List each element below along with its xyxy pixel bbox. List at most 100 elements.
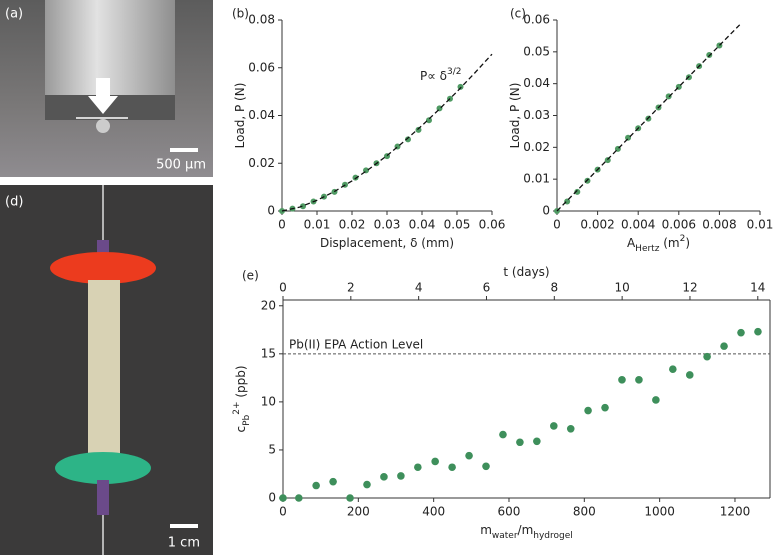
data-point xyxy=(426,117,432,124)
y-tick-label: 0.08 xyxy=(248,13,275,27)
y-axis-title: Load, P (N) xyxy=(508,83,522,149)
fit-line xyxy=(556,24,741,212)
x2-tick-label: 8 xyxy=(550,281,558,295)
panel-label: (a) xyxy=(5,7,23,22)
data-point xyxy=(720,342,728,350)
data-point xyxy=(703,352,711,361)
data-point xyxy=(566,424,575,433)
data-point xyxy=(312,481,320,490)
data-point xyxy=(380,473,388,481)
x-tick-label: 600 xyxy=(498,505,521,519)
data-point xyxy=(414,463,422,472)
panel-label: (d) xyxy=(5,195,23,210)
x-axis-title: Displacement, δ (mm) xyxy=(320,236,454,250)
y-axis-title-part: (ppb) xyxy=(234,365,248,401)
data-point xyxy=(635,375,643,384)
x-tick-label: 0.008 xyxy=(702,218,736,232)
x-axis-title-part: Displacement, δ (mm) xyxy=(320,236,454,250)
x2-tick-label: 0 xyxy=(279,281,287,295)
y-tick-label: 0.06 xyxy=(523,13,550,27)
panel-label: (c) xyxy=(510,7,526,21)
data-point xyxy=(574,188,581,195)
x-tick-label: 1200 xyxy=(720,505,751,519)
scale-label: 500 µm xyxy=(156,158,206,173)
data-point xyxy=(295,494,303,502)
panel-label: (e) xyxy=(242,269,259,283)
sample xyxy=(96,119,110,133)
x-tick-label: 0 xyxy=(278,218,286,232)
data-point xyxy=(550,422,558,430)
x-axis-title: AHertz (m2) xyxy=(627,234,690,254)
data-point xyxy=(363,480,371,489)
data-point xyxy=(669,365,677,374)
data-point xyxy=(448,463,456,472)
data-point xyxy=(397,472,405,480)
x-axis-title-part: 2 xyxy=(680,234,686,244)
y-axis-title: Load, P (N) xyxy=(233,83,247,149)
y-tick-label: 0.02 xyxy=(248,156,275,170)
data-point xyxy=(685,371,694,379)
data-point xyxy=(415,126,422,133)
x-tick-label: 800 xyxy=(573,505,596,519)
y-tick-label: 15 xyxy=(261,346,276,360)
x-tick-label: 1000 xyxy=(644,505,675,519)
x-tick-label: 0 xyxy=(553,218,561,232)
y-tick-label: 0.04 xyxy=(523,76,550,90)
x2-tick-label: 10 xyxy=(614,281,629,295)
x-tick-label: 0.02 xyxy=(339,218,366,232)
x-tick-label: 0.03 xyxy=(374,218,401,232)
y-axis-title-part: Load, P (N) xyxy=(508,83,522,149)
x2-tick-label: 12 xyxy=(682,281,697,295)
x-tick-label: 0.006 xyxy=(662,218,696,232)
x-tick-label: 0.01 xyxy=(304,218,331,232)
y-axis-title-part: Load, P (N) xyxy=(233,83,247,149)
data-point xyxy=(457,83,464,90)
x-axis-title-part: m xyxy=(480,523,492,537)
data-point xyxy=(346,494,354,502)
fit-line xyxy=(281,53,493,212)
y-tick-label: 20 xyxy=(261,298,276,312)
annotation: P∝ δ3/2 xyxy=(420,67,461,83)
data-point xyxy=(652,396,660,404)
data-point xyxy=(499,430,507,439)
data-point xyxy=(618,375,626,384)
scale-bar xyxy=(170,148,198,152)
y-axis-title-part: Pb xyxy=(242,414,252,425)
x-axis-title-part: Hertz xyxy=(635,244,660,254)
y-tick-label: 5 xyxy=(268,442,276,456)
x-tick-label: 0.04 xyxy=(409,218,436,232)
data-point xyxy=(737,328,745,337)
x2-axis-title: t (days) xyxy=(503,265,549,279)
data-point xyxy=(405,136,411,143)
x-axis-title: mwater/mhydrogel xyxy=(480,523,573,541)
threshold-label: Pb(II) EPA Action Level xyxy=(289,337,423,351)
red-cap xyxy=(50,252,156,284)
y-tick-label: 0.04 xyxy=(248,108,275,122)
x2-tick-label: 6 xyxy=(483,281,491,295)
y-tick-label: 0.06 xyxy=(248,60,275,74)
hydrogel-rod xyxy=(88,280,120,460)
annotation-part: P∝ δ xyxy=(420,69,447,83)
data-point xyxy=(352,174,359,181)
x-tick-label: 400 xyxy=(422,505,445,519)
x-tick-label: 0.004 xyxy=(621,218,655,232)
panel-label: (b) xyxy=(232,7,249,21)
tube xyxy=(97,480,109,515)
arrow xyxy=(88,78,118,114)
y-axis-title: cPb2+ (ppb) xyxy=(232,365,252,432)
data-point xyxy=(465,451,473,460)
x2-axis-title-part: t (days) xyxy=(503,265,549,279)
y-tick-label: 0 xyxy=(542,204,550,218)
x-axis-title-part: A xyxy=(627,236,636,250)
x-tick-label: 200 xyxy=(347,505,370,519)
data-point xyxy=(516,438,524,447)
x-tick-label: 0.002 xyxy=(580,218,614,232)
y-tick-label: 0.01 xyxy=(523,172,550,186)
scale-label: 1 cm xyxy=(168,536,200,551)
data-point xyxy=(584,406,592,415)
annotation-part: 3/2 xyxy=(447,67,461,77)
x-axis-title-part: hydrogel xyxy=(533,531,573,541)
y-tick-label: 0.05 xyxy=(523,44,550,58)
data-point xyxy=(482,462,490,471)
